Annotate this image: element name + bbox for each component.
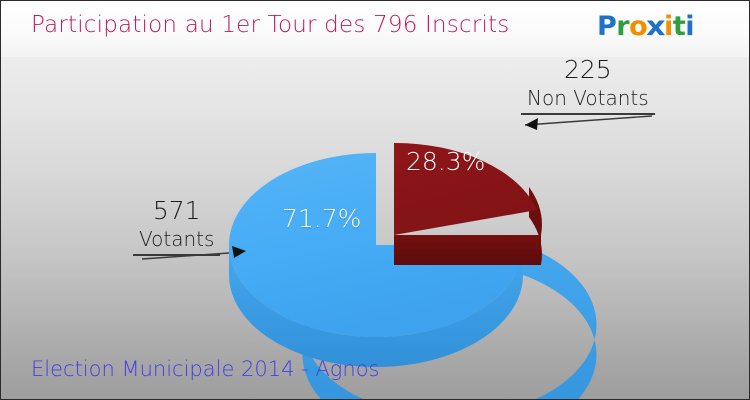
logo-letter-4: i [664, 11, 673, 42]
slice-label-votants-percent: 71.7% [282, 204, 362, 233]
slice-non-votants[interactable] [394, 142, 542, 265]
callout-non-votants-value: 225 [563, 55, 612, 84]
slice-label-non-votants-percent: 28.3% [406, 147, 486, 176]
slice-non-votants-side [394, 235, 541, 265]
logo-letter-2: o [629, 11, 648, 42]
callout-leader-non-votants [524, 115, 653, 130]
page-title: Participation au 1er Tour des 796 Inscri… [31, 12, 510, 38]
callout-votants-label: Votants [133, 226, 221, 256]
header-band [1, 1, 749, 57]
logo-letter-6: i [685, 11, 694, 42]
callout-votants-value: 571 [152, 196, 201, 225]
slice-votants-top [229, 153, 523, 337]
slice-votants-side [302, 245, 597, 399]
callout-votants: 571 Votants [133, 196, 221, 256]
proxiti-logo[interactable]: Proxiti [596, 11, 695, 42]
footer-caption: Election Municipale 2014 - Agnos [31, 357, 380, 381]
logo-letter-3: x [646, 11, 666, 42]
slice-votants-rim [229, 245, 523, 367]
slice-votants[interactable] [229, 153, 597, 400]
slice-non-votants-top [394, 142, 537, 235]
callout-non-votants-label: Non Votants [521, 85, 655, 115]
logo-letter-5: t [672, 11, 686, 42]
callout-non-votants: 225 Non Votants [521, 55, 655, 115]
logo-letter-0: P [596, 11, 617, 42]
logo-letter-1: r [616, 11, 630, 42]
